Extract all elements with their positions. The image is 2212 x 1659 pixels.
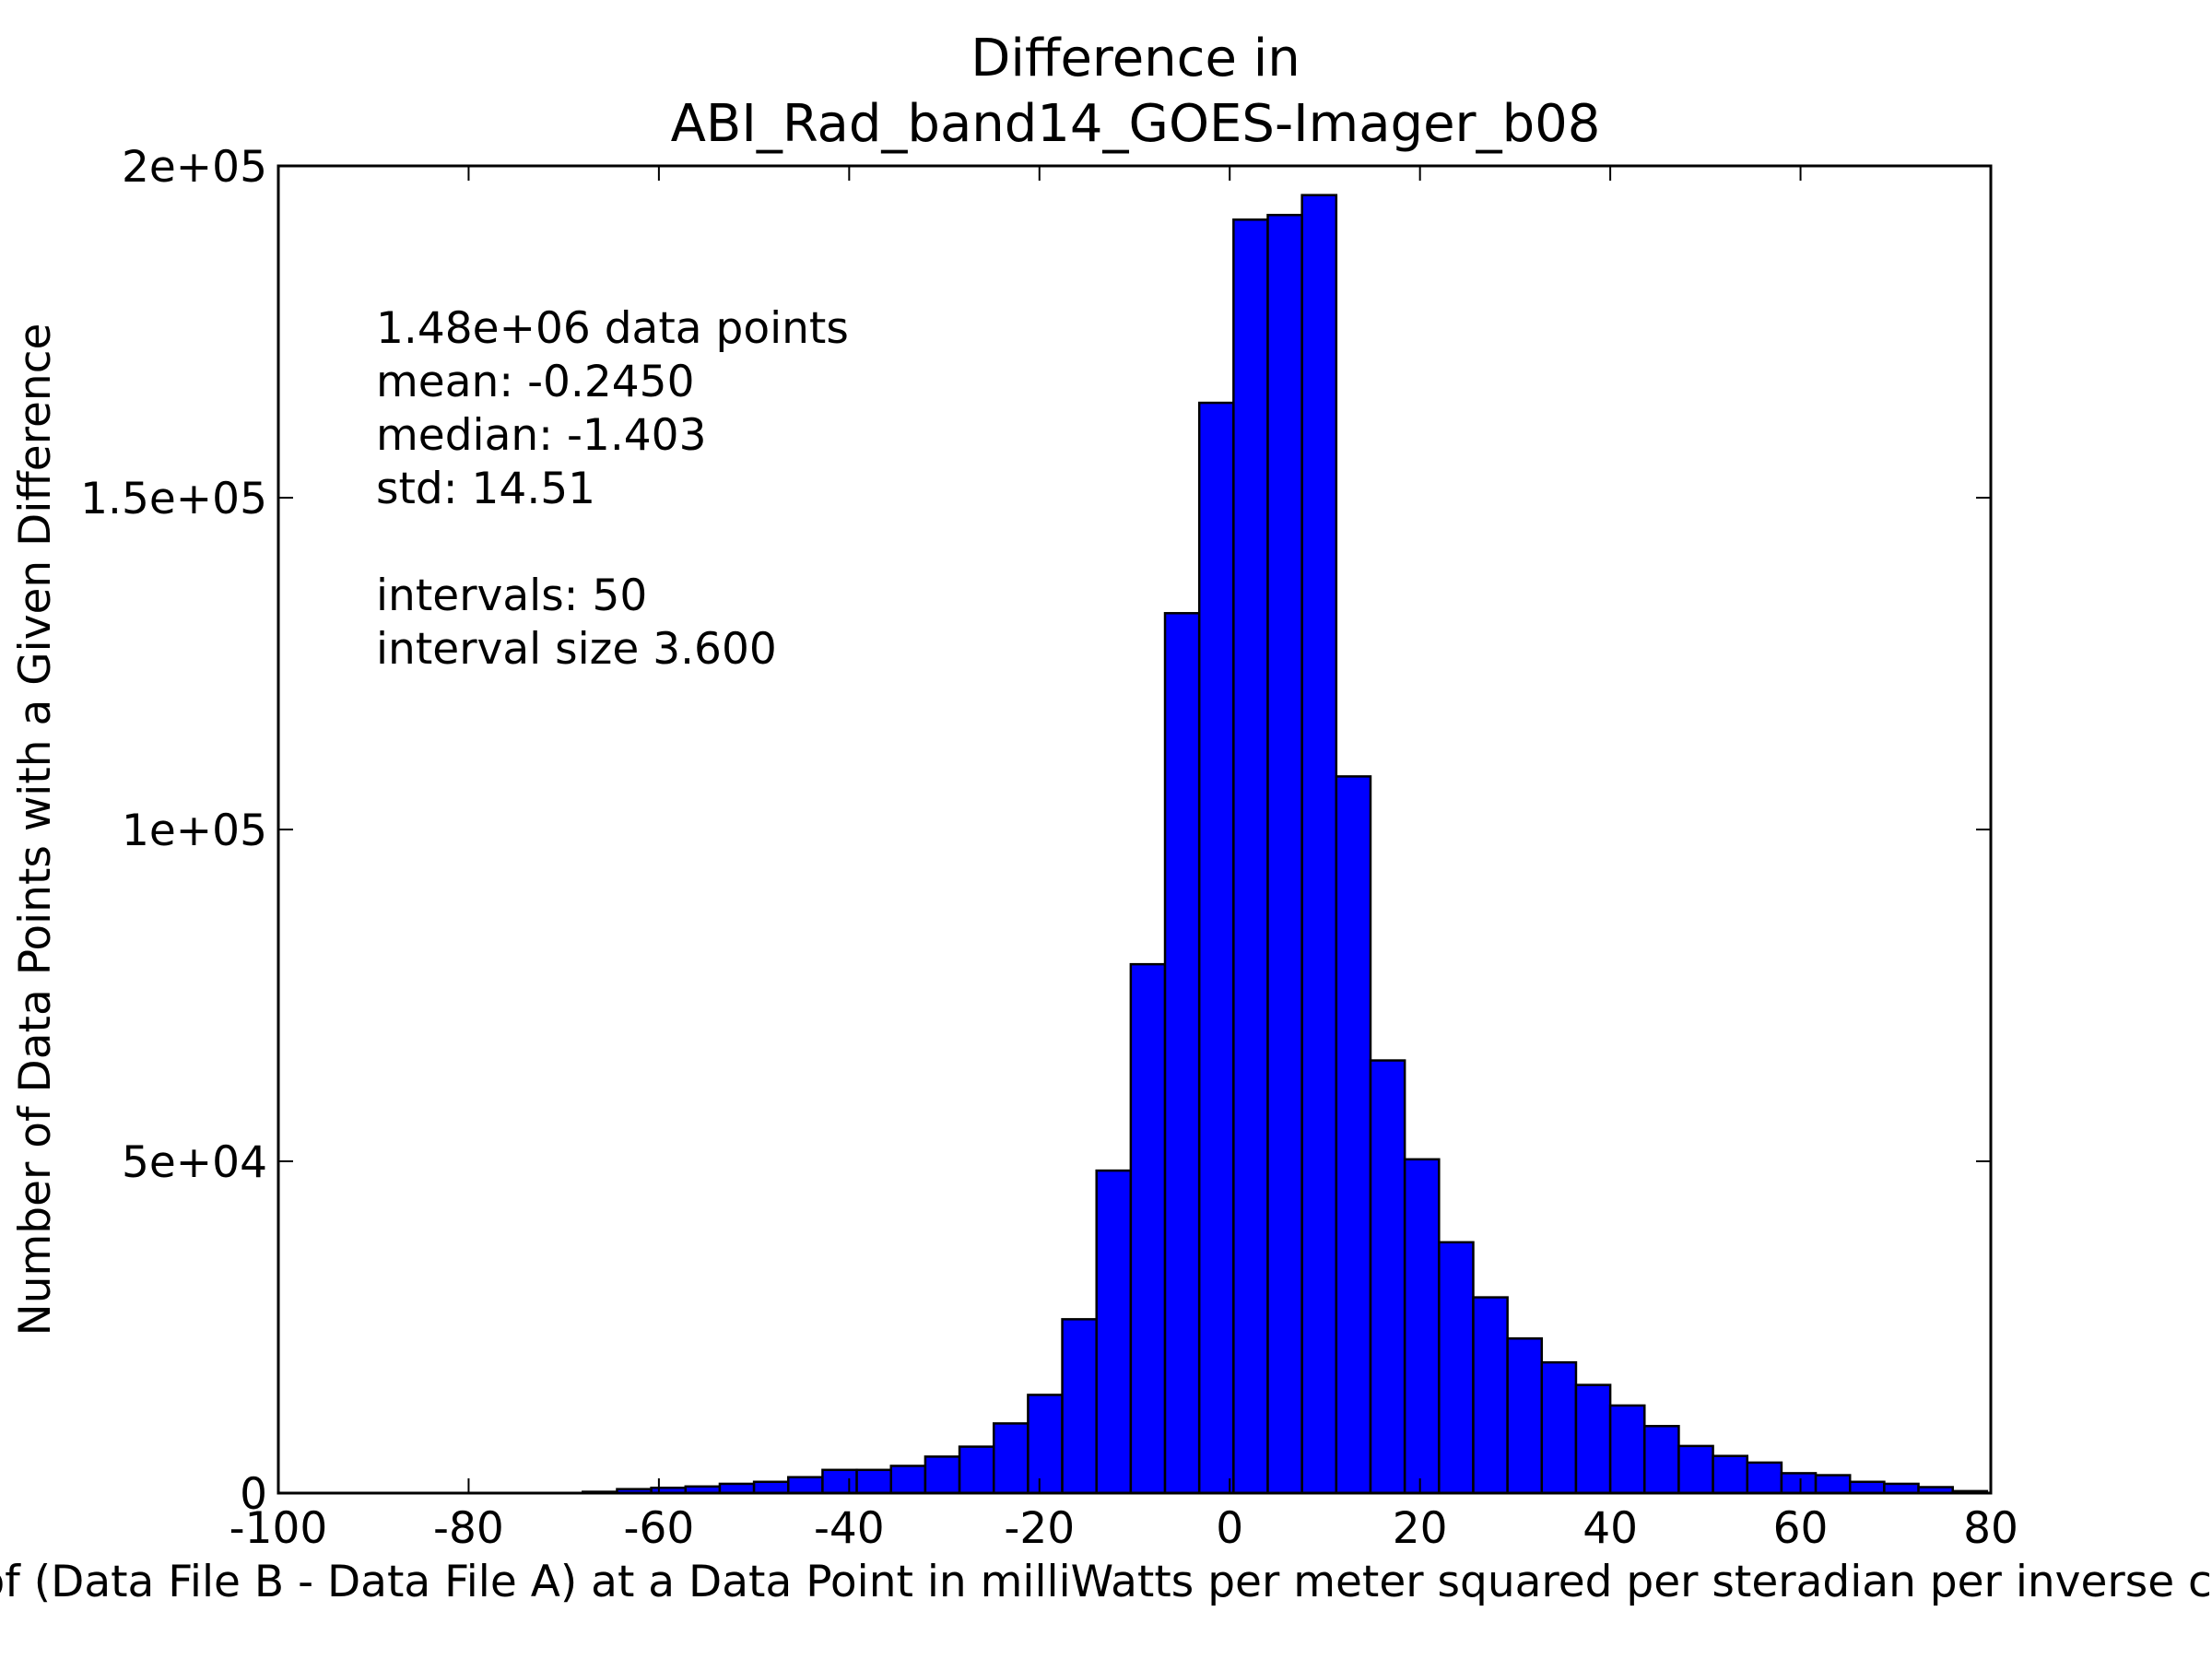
histogram-bar [992, 1422, 1030, 1495]
histogram-bar [1814, 1474, 1852, 1495]
histogram-bar [1608, 1404, 1646, 1495]
histogram-bar [1848, 1480, 1886, 1495]
histogram-bar [1677, 1444, 1714, 1495]
x-tick-label: 20 [1393, 1503, 1448, 1554]
chart-title-line-2: ABI_Rad_band14_GOES-Imager_b08 [671, 94, 1601, 154]
histogram-bar [924, 1455, 961, 1495]
histogram-bar [787, 1476, 824, 1495]
histogram-bar [1061, 1318, 1098, 1495]
histogram-bar [1574, 1383, 1612, 1495]
annotation-line: intervals: 50 [376, 571, 647, 621]
histogram-bar [718, 1482, 756, 1495]
histogram-bar [821, 1468, 858, 1495]
annotation-line: 1.48e+06 data points [376, 303, 849, 354]
x-tick-label: -40 [814, 1503, 885, 1554]
histogram-bar [855, 1468, 893, 1495]
histogram-bar [752, 1480, 790, 1495]
histogram-bar [1095, 1169, 1133, 1495]
histogram-bar [1746, 1461, 1783, 1495]
histogram-bar [1300, 194, 1338, 1495]
histogram-bar [1027, 1394, 1064, 1495]
y-tick-label: 1e+05 [122, 806, 267, 856]
histogram-bar [1197, 401, 1235, 1495]
annotation-line: interval size 3.600 [376, 624, 777, 675]
x-tick-label: 80 [1963, 1503, 2018, 1554]
histogram-bar [1369, 1059, 1406, 1495]
histogram-bar [1780, 1472, 1818, 1495]
x-axis-ticks: -100 -80 -60 -40 -20 0 20 40 60 80 [229, 166, 2018, 1554]
y-tick-label: 5e+04 [122, 1137, 267, 1188]
histogram-bars [582, 194, 1989, 1495]
histogram-bar [1335, 775, 1372, 1495]
histogram-bar [1403, 1158, 1441, 1495]
histogram-bar [1129, 962, 1167, 1495]
histogram-bar [1540, 1360, 1578, 1495]
x-tick-label: 40 [1583, 1503, 1638, 1554]
histogram-bar [958, 1445, 995, 1495]
histogram-bar [1506, 1336, 1544, 1495]
histogram-bar [1883, 1482, 1920, 1495]
x-tick-label: 60 [1773, 1503, 1829, 1554]
annotation-line: median: -1.403 [376, 410, 706, 461]
histogram-bar [1472, 1296, 1509, 1495]
y-tick-label: 0 [240, 1469, 267, 1520]
chart-title-line-1: Difference in [971, 29, 1300, 88]
x-tick-label: -100 [229, 1503, 328, 1554]
histogram-bar [1438, 1241, 1475, 1495]
y-tick-label: 1.5e+05 [80, 474, 267, 524]
y-axis-label: Number of Data Points with a Given Diffe… [10, 324, 61, 1336]
histogram-bar [1712, 1454, 1749, 1495]
x-axis-label: Value of (Data File B - Data File A) at … [0, 1557, 2212, 1607]
histogram-bar [1232, 218, 1269, 1495]
x-tick-label: -20 [1004, 1503, 1075, 1554]
x-tick-label: -80 [433, 1503, 504, 1554]
y-tick-label: 2e+05 [122, 142, 267, 193]
histogram-bar [1643, 1425, 1680, 1495]
annotation-line: std: 14.51 [376, 464, 595, 514]
annotation-line: mean: -0.2450 [376, 357, 694, 407]
histogram-bar [889, 1465, 927, 1495]
y-axis-ticks: 0 5e+04 1e+05 1.5e+05 2e+05 [80, 142, 1991, 1520]
histogram-bar [1266, 214, 1303, 1495]
x-tick-label: -60 [624, 1503, 695, 1554]
histogram-bar [1163, 612, 1201, 1495]
x-tick-label: 0 [1216, 1503, 1243, 1554]
